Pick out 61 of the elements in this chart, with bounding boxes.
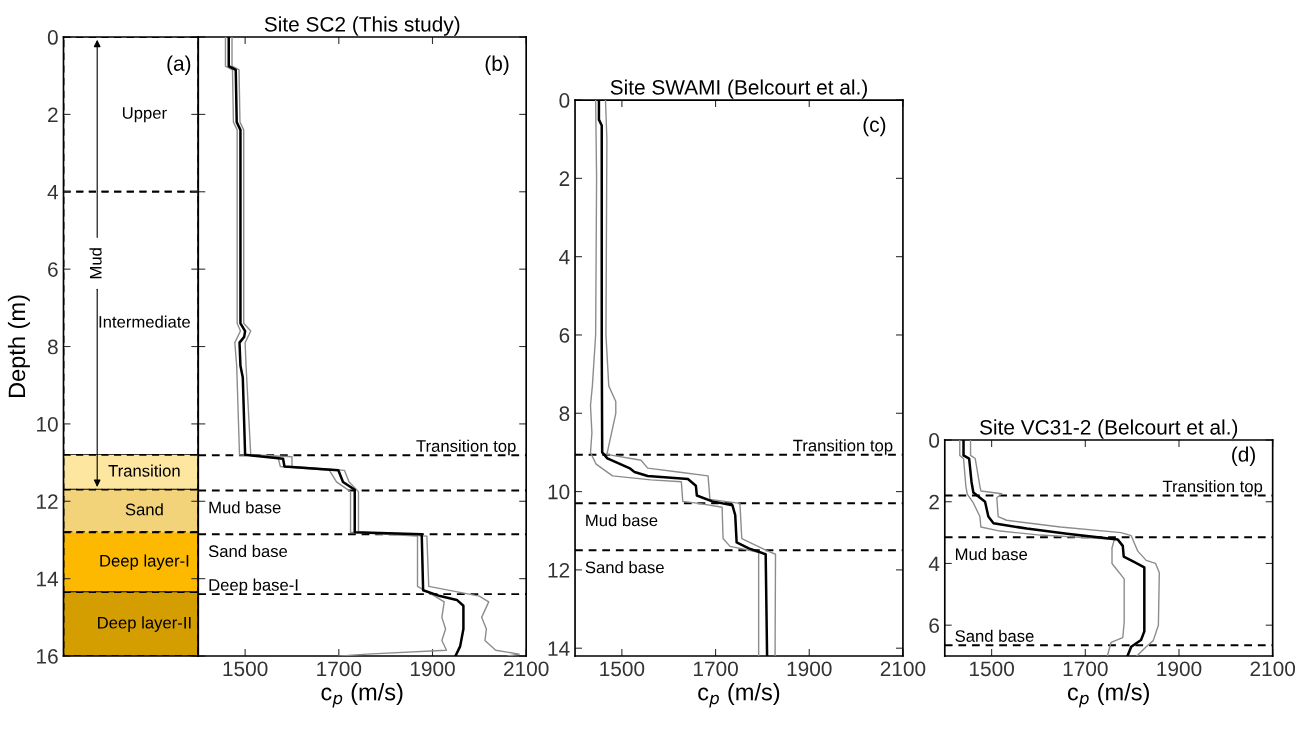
y-tick-label: 2: [559, 171, 570, 186]
y-axis-title: Depth (m): [7, 295, 30, 398]
x-axis-title: c$_{p}$ (m/s): [698, 683, 780, 708]
x-tick-label: 1700: [317, 661, 362, 677]
y-tick-label: 6: [48, 262, 58, 277]
y-tick-label: 4: [47, 184, 59, 200]
y-tick-label: 0: [47, 30, 58, 45]
x-axis-title: c$_{p}$ (m/s): [321, 683, 403, 708]
y-tick-label: 16: [37, 649, 58, 664]
annotation: (a): [167, 55, 191, 75]
ref-line-label: Transition top: [793, 439, 893, 455]
ref-line-label: Mud base: [955, 547, 1028, 561]
ref-line-label: Sand base: [208, 544, 288, 558]
y-tick-label: 2: [48, 107, 58, 122]
y-tick-label: 4: [928, 556, 940, 572]
x-tick-label: 2100: [504, 661, 549, 677]
x-axis-title: c$_{p}$ (m/s): [1067, 683, 1149, 708]
x-tick-label: 2100: [1250, 661, 1296, 677]
y-tick-label: 10: [37, 416, 58, 432]
x-tick-label: 1700: [693, 661, 738, 677]
ref-line-label: Mud base: [586, 514, 658, 527]
ref-line-label: Mud base: [209, 501, 281, 514]
y-tick-label: 12: [37, 494, 58, 509]
series-label: Intermediate: [99, 315, 190, 328]
annotation: (d): [1232, 446, 1255, 466]
x-tick-label: 1500: [600, 661, 645, 677]
ref-line-label: Transition top: [416, 439, 516, 456]
ref-line-label: Sand base: [585, 561, 664, 574]
series-label: Upper: [122, 107, 167, 123]
y-tick-label: 12: [548, 562, 570, 578]
series-label: Deep layer-II: [98, 616, 191, 632]
annotation: (c): [863, 116, 886, 137]
series-label: Deep layer-I: [100, 554, 189, 570]
annotation: Mud: [89, 248, 102, 279]
ref-line-label: Sand base: [955, 629, 1034, 642]
series-label: Sand: [125, 503, 163, 516]
y-tick-label: 10: [548, 484, 570, 500]
y-tick-label: 6: [559, 327, 570, 343]
y-tick-label: 6: [929, 618, 940, 633]
ref-line-label: Deep base-I: [209, 578, 298, 595]
x-tick-label: 1900: [1157, 661, 1202, 677]
y-tick-label: 14: [548, 641, 570, 656]
y-tick-label: 8: [559, 406, 570, 422]
x-tick-label: 1500: [223, 661, 268, 677]
x-tick-label: 1500: [970, 661, 1014, 677]
x-tick-label: 1700: [1063, 661, 1108, 677]
y-tick-label: 8: [47, 339, 58, 355]
x-tick-label: 1900: [410, 661, 455, 677]
chart-title: Site VC31-2 (Belcourt et al.): [980, 419, 1238, 439]
y-tick-label: 14: [37, 571, 59, 587]
chart-title: Site SC2 (This study): [264, 16, 460, 36]
series-label: Transition: [108, 464, 180, 477]
y-tick-label: 2: [929, 494, 939, 510]
chart-title: Site SWAMI (Belcourt et al.): [610, 79, 867, 99]
x-tick-label: 1900: [787, 661, 832, 677]
y-tick-label: 0: [929, 433, 940, 448]
x-tick-label: 2100: [880, 661, 926, 677]
y-tick-label: 0: [559, 93, 570, 108]
ref-line-label: Transition top: [1162, 480, 1263, 496]
annotation: (b): [485, 55, 509, 75]
y-tick-label: 4: [559, 249, 570, 265]
